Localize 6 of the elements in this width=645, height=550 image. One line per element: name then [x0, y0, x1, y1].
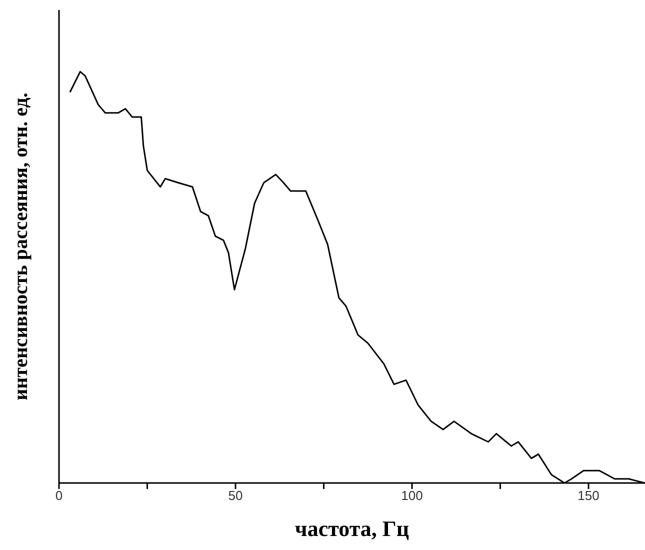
y-axis-title: интенсивность рассеяния, отн. ед. [10, 92, 32, 400]
x-tick-label: 100 [401, 488, 423, 504]
x-tick-label: 150 [578, 488, 600, 504]
x-axis-title: частота, Гц [294, 516, 410, 541]
x-tick-label: 50 [228, 488, 243, 504]
x-tick-label: 0 [55, 488, 63, 504]
